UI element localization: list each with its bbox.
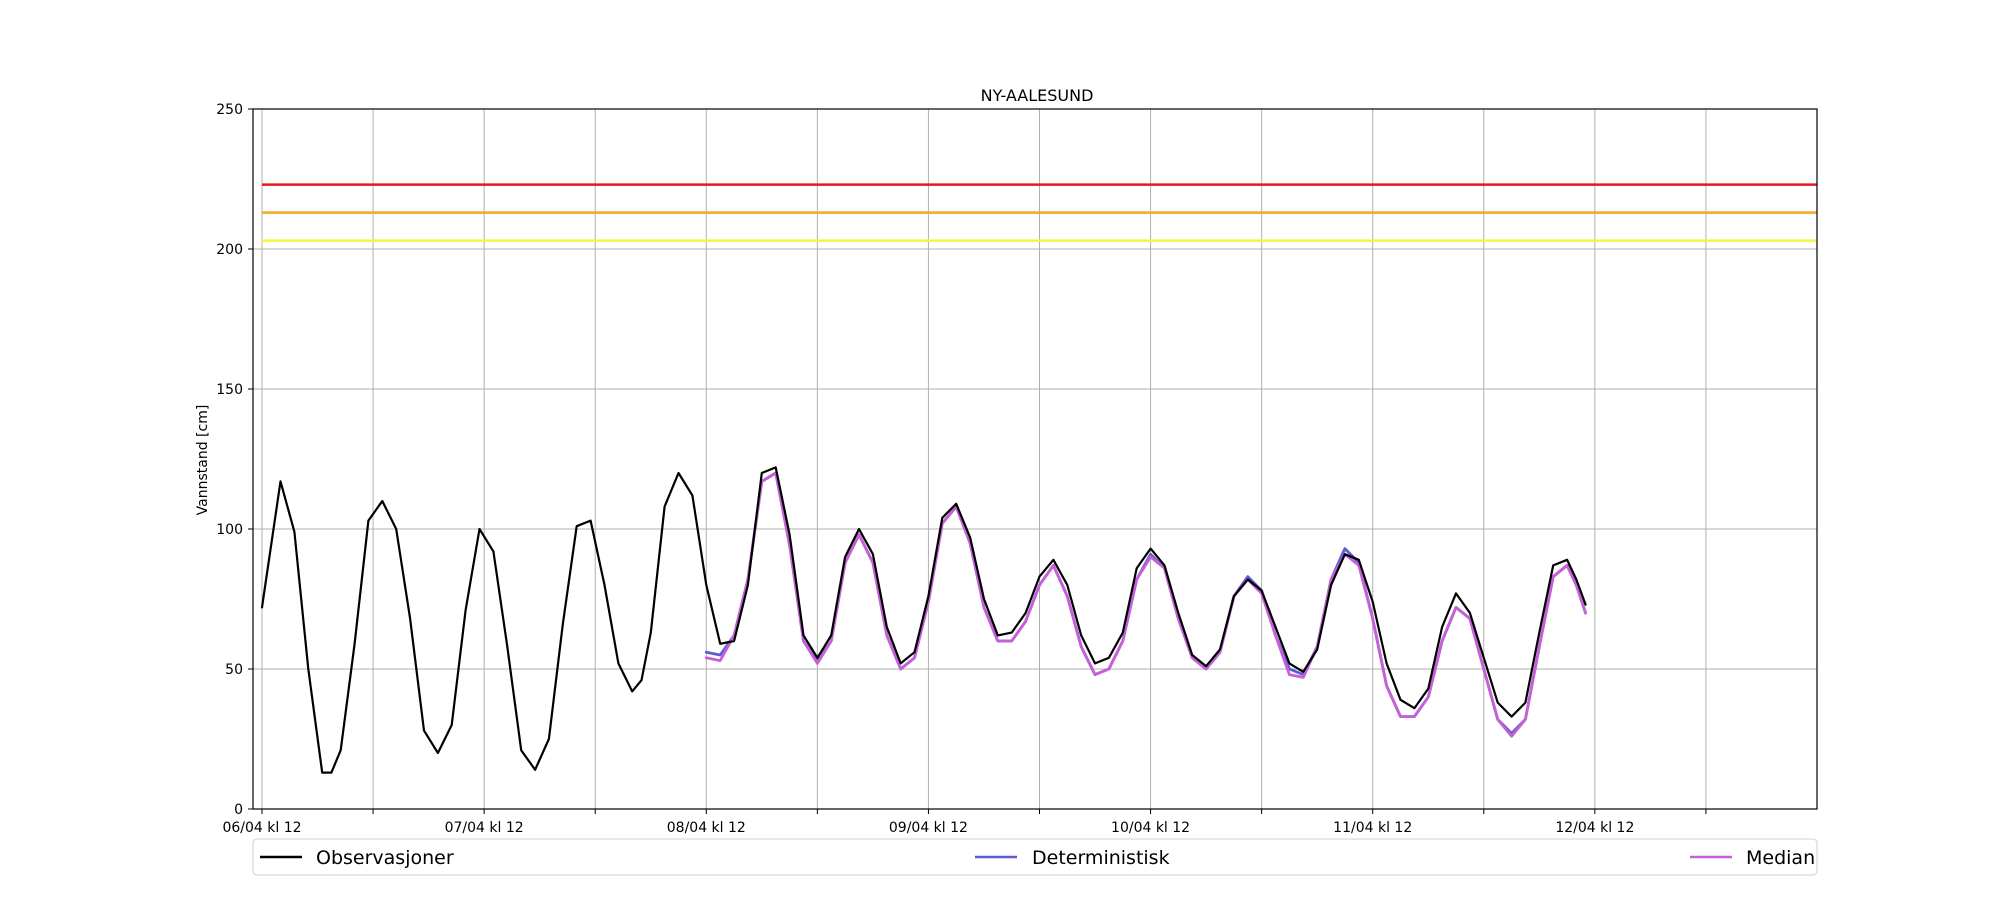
y-tick-label: 200 (216, 242, 243, 258)
series-line-median (704, 471, 1587, 738)
y-axis-label: Vannstand [cm] (195, 405, 211, 516)
x-axis-ticks: 06/04 kl 12 07/04 kl 12 08/04 kl 12 09/04 k… (222, 809, 1707, 836)
chart-title: NY-AALESUND (981, 86, 1094, 105)
plot-frame (252, 108, 1818, 810)
series-line-observasjoner (260, 466, 1587, 774)
series-lines (260, 466, 1587, 774)
y-tick-label: 50 (225, 662, 243, 678)
x-tick-label: 06/04 kl 12 (222, 820, 301, 836)
x-tick-label: 11/04 kl 12 (1333, 820, 1412, 836)
legend-label: Observasjoner (316, 847, 454, 869)
legend: Observasjoner Deterministisk Median (252, 838, 1818, 876)
y-tick-label: 100 (216, 522, 243, 538)
y-tick-label: 0 (234, 802, 243, 818)
x-tick-label: 12/04 kl 12 (1555, 820, 1634, 836)
legend-label: Deterministisk (1032, 847, 1170, 869)
legend-label: Median (1746, 847, 1815, 869)
y-axis-ticks: 0 50 100 150 200 250 (216, 102, 253, 818)
y-tick-label: 150 (216, 382, 243, 398)
x-tick-label: 08/04 kl 12 (667, 820, 746, 836)
x-tick-label: 07/04 kl 12 (445, 820, 524, 836)
y-tick-label: 250 (216, 102, 243, 118)
x-tick-label: 10/04 kl 12 (1111, 820, 1190, 836)
threshold-lines (262, 183, 1817, 242)
grid (253, 108, 1817, 810)
x-tick-label: 09/04 kl 12 (889, 820, 968, 836)
legend-box (252, 838, 1818, 876)
